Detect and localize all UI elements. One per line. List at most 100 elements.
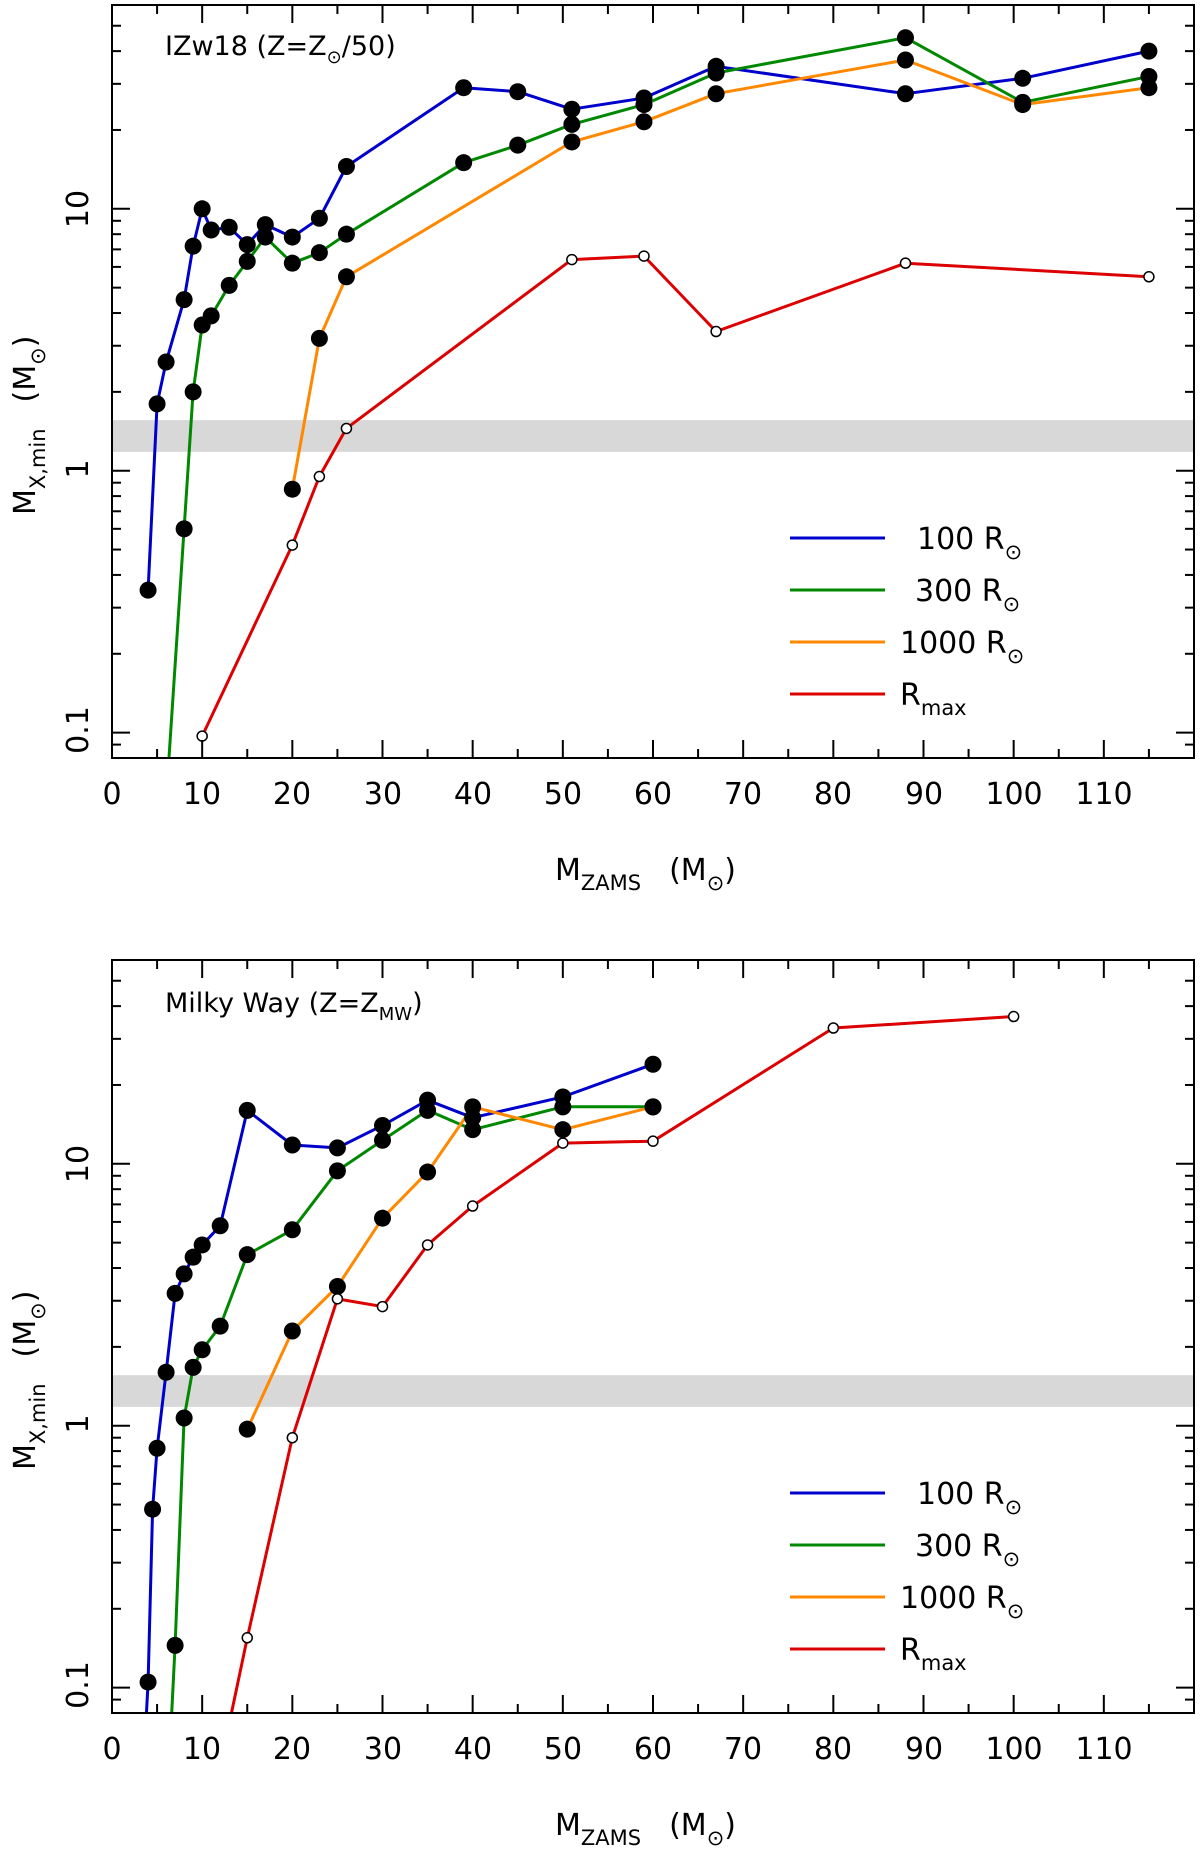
data-point-r100	[175, 291, 193, 309]
data-point-r1000	[374, 1209, 391, 1227]
y-axis-title: MX,min(M⊙)	[8, 336, 50, 515]
y-tick-label: 1	[61, 459, 96, 478]
data-point-r300	[256, 228, 274, 246]
data-point-r1000	[563, 133, 581, 151]
data-point-r1000	[1014, 96, 1032, 114]
data-point-r300	[184, 383, 202, 401]
data-point-r1000	[328, 1278, 346, 1296]
data-point-rmax	[376, 1300, 389, 1313]
legend-bottom: 100 R⊙ 300 R⊙ 1000 R⊙ Rmax	[790, 1477, 1024, 1675]
series-line-r100	[144, 1062, 654, 1713]
data-point-r300	[166, 1636, 184, 1654]
data-point-r100	[139, 1673, 157, 1691]
data-point-rmax	[466, 1200, 479, 1212]
data-point-rmax	[827, 1022, 840, 1034]
data-point-r100	[202, 221, 220, 239]
data-point-r300	[563, 115, 581, 133]
series-line-r1000	[245, 1105, 654, 1430]
series-lines-bottom	[144, 1015, 1014, 1713]
data-point-r100	[193, 200, 211, 218]
x-tick-label: 70	[724, 1732, 762, 1767]
chart-panel-top: 0 10 20 30 40 50 60 70 80 90 100 110 0.1…	[8, 4, 1195, 895]
data-point-rmax	[638, 250, 650, 262]
x-tick-label: 30	[364, 1732, 402, 1767]
x-tick-label: 90	[905, 1732, 943, 1767]
data-point-rmax	[196, 730, 208, 742]
data-point-r300	[193, 1341, 211, 1359]
data-point-r100	[238, 1101, 256, 1119]
series-line-r100	[146, 49, 1150, 591]
legend-label-rmax: Rmax	[900, 678, 967, 720]
data-point-r1000	[896, 51, 914, 69]
data-point-r1000	[283, 480, 301, 498]
data-point-r100	[563, 100, 581, 118]
legend-label-1000: 1000 R⊙	[900, 626, 1024, 668]
x-tick-label: 70	[724, 777, 762, 812]
data-point-r1000	[644, 1098, 662, 1116]
legend-label-rmax: Rmax	[900, 1633, 967, 1675]
data-point-r100	[211, 1217, 229, 1235]
data-point-r100	[1014, 69, 1032, 87]
data-point-r300	[509, 136, 527, 154]
data-point-r300	[220, 276, 238, 294]
legend-label-1000: 1000 R⊙	[900, 1581, 1024, 1623]
data-point-r300	[175, 520, 193, 538]
data-point-r300	[158, 1816, 175, 1833]
data-point-r300	[153, 861, 170, 878]
x-tick-label: 110	[1075, 777, 1132, 812]
data-point-r100	[238, 236, 256, 254]
y-tick-label: 0.1	[61, 706, 96, 754]
y-tick-label: 10	[61, 1145, 96, 1183]
axis-ticks-top	[111, 4, 1194, 759]
data-point-r1000	[337, 268, 355, 286]
data-point-rmax	[647, 1135, 659, 1147]
series-lines-top	[146, 36, 1150, 758]
data-point-rmax	[1143, 271, 1155, 283]
data-point-rmax	[313, 470, 326, 483]
data-point-r100	[135, 1758, 152, 1775]
data-point-r1000	[635, 113, 653, 131]
data-point-r300	[554, 1098, 572, 1116]
data-point-r1000	[310, 329, 328, 347]
data-point-r1000	[707, 85, 725, 103]
data-point-rmax	[710, 325, 722, 338]
data-point-r1000	[283, 1322, 301, 1340]
data-point-r100	[644, 1055, 662, 1073]
x-tick-label: 50	[544, 1732, 582, 1767]
data-point-r100	[157, 1363, 175, 1381]
data-point-r300	[707, 64, 725, 82]
data-point-r300	[283, 1221, 301, 1239]
legend-label-100: 100 R⊙	[917, 522, 1022, 564]
legend-label-300: 300 R⊙	[915, 1529, 1020, 1571]
data-point-r1000	[554, 1121, 572, 1139]
data-point-r100	[310, 209, 328, 227]
x-tick-label: 100	[985, 777, 1042, 812]
legend-label-100: 100 R⊙	[917, 1477, 1022, 1519]
data-point-r100	[139, 581, 157, 599]
data-point-rmax	[286, 539, 299, 551]
legend-label-300: 300 R⊙	[915, 574, 1020, 616]
data-point-r100	[455, 79, 473, 97]
data-point-rmax	[331, 1293, 344, 1305]
y-tick-label: 1	[61, 1414, 96, 1433]
data-point-r300	[374, 1131, 391, 1149]
data-point-r300	[238, 252, 256, 270]
data-point-r300	[184, 1358, 202, 1376]
x-tick-label: 30	[364, 777, 402, 812]
shaded-band-bottom	[112, 1375, 1194, 1407]
data-point-r100	[193, 1236, 211, 1254]
x-tick-label: 100	[985, 1732, 1042, 1767]
legend-top: 100 R⊙ 300 R⊙ 1000 R⊙ Rmax	[790, 522, 1024, 720]
series-line-r300	[167, 36, 1150, 758]
data-point-r100	[896, 85, 914, 103]
data-point-r100	[283, 1136, 301, 1154]
data-point-r1000	[464, 1098, 482, 1116]
data-point-r1000	[1140, 79, 1158, 97]
axis-ticks-bottom	[111, 959, 1194, 1714]
plot-frame-bottom	[111, 959, 1195, 1714]
x-tick-label: 10	[183, 777, 221, 812]
data-point-rmax	[286, 1431, 299, 1444]
data-point-r100	[184, 237, 202, 255]
data-point-rmax	[340, 422, 353, 435]
data-point-r100	[175, 1265, 193, 1283]
